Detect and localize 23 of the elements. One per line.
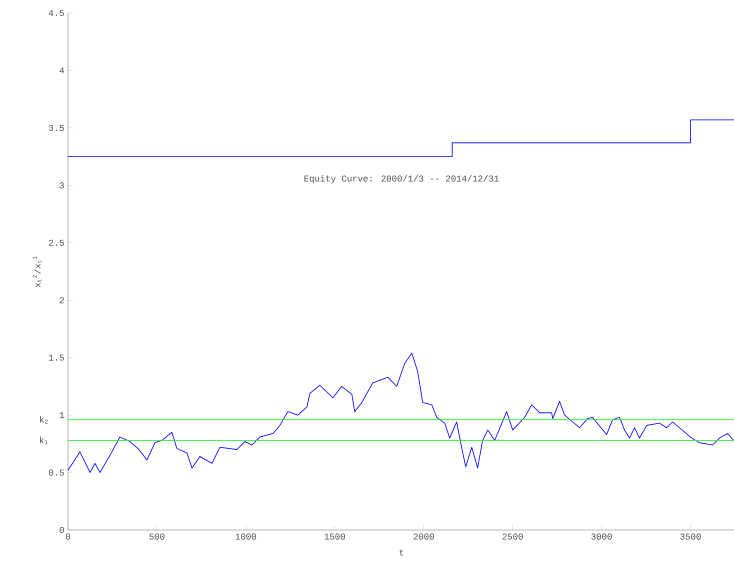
x-tick-label: 1500	[324, 534, 346, 540]
ref-line-label: k$_{1}$	[40, 436, 48, 444]
text: Equity Curve: 2000/1/3 -- 2014/12/31	[304, 175, 499, 184]
y-tick-label: 3	[60, 182, 64, 188]
x-tick-label: 2000	[414, 534, 434, 540]
x-tick-label: 2500	[502, 534, 523, 540]
line-series	[68, 352, 734, 473]
x-tick-label: 1000	[236, 534, 256, 540]
x-tick-label: 3000	[591, 534, 612, 540]
y-tick-label: 4.5	[48, 10, 64, 16]
y-tick-label: 1.5	[48, 354, 64, 361]
x-axis-title: t	[400, 550, 404, 556]
y-tick-label: 3.5	[48, 124, 64, 131]
x-tick-label: 0	[66, 534, 70, 540]
x-tick-label: 500	[149, 534, 164, 540]
y-tick-label: 2.5	[48, 240, 64, 246]
ref-line-label: k$_{2}$	[40, 416, 48, 424]
y-tick-label: 1	[60, 412, 64, 418]
y-tick-label: 4	[60, 67, 64, 74]
y-tick-label: 2	[60, 297, 64, 304]
x-tick-label: 3500	[680, 534, 701, 540]
y-tick-label: 0	[60, 526, 64, 534]
y-tick-label: 0.5	[48, 470, 64, 476]
